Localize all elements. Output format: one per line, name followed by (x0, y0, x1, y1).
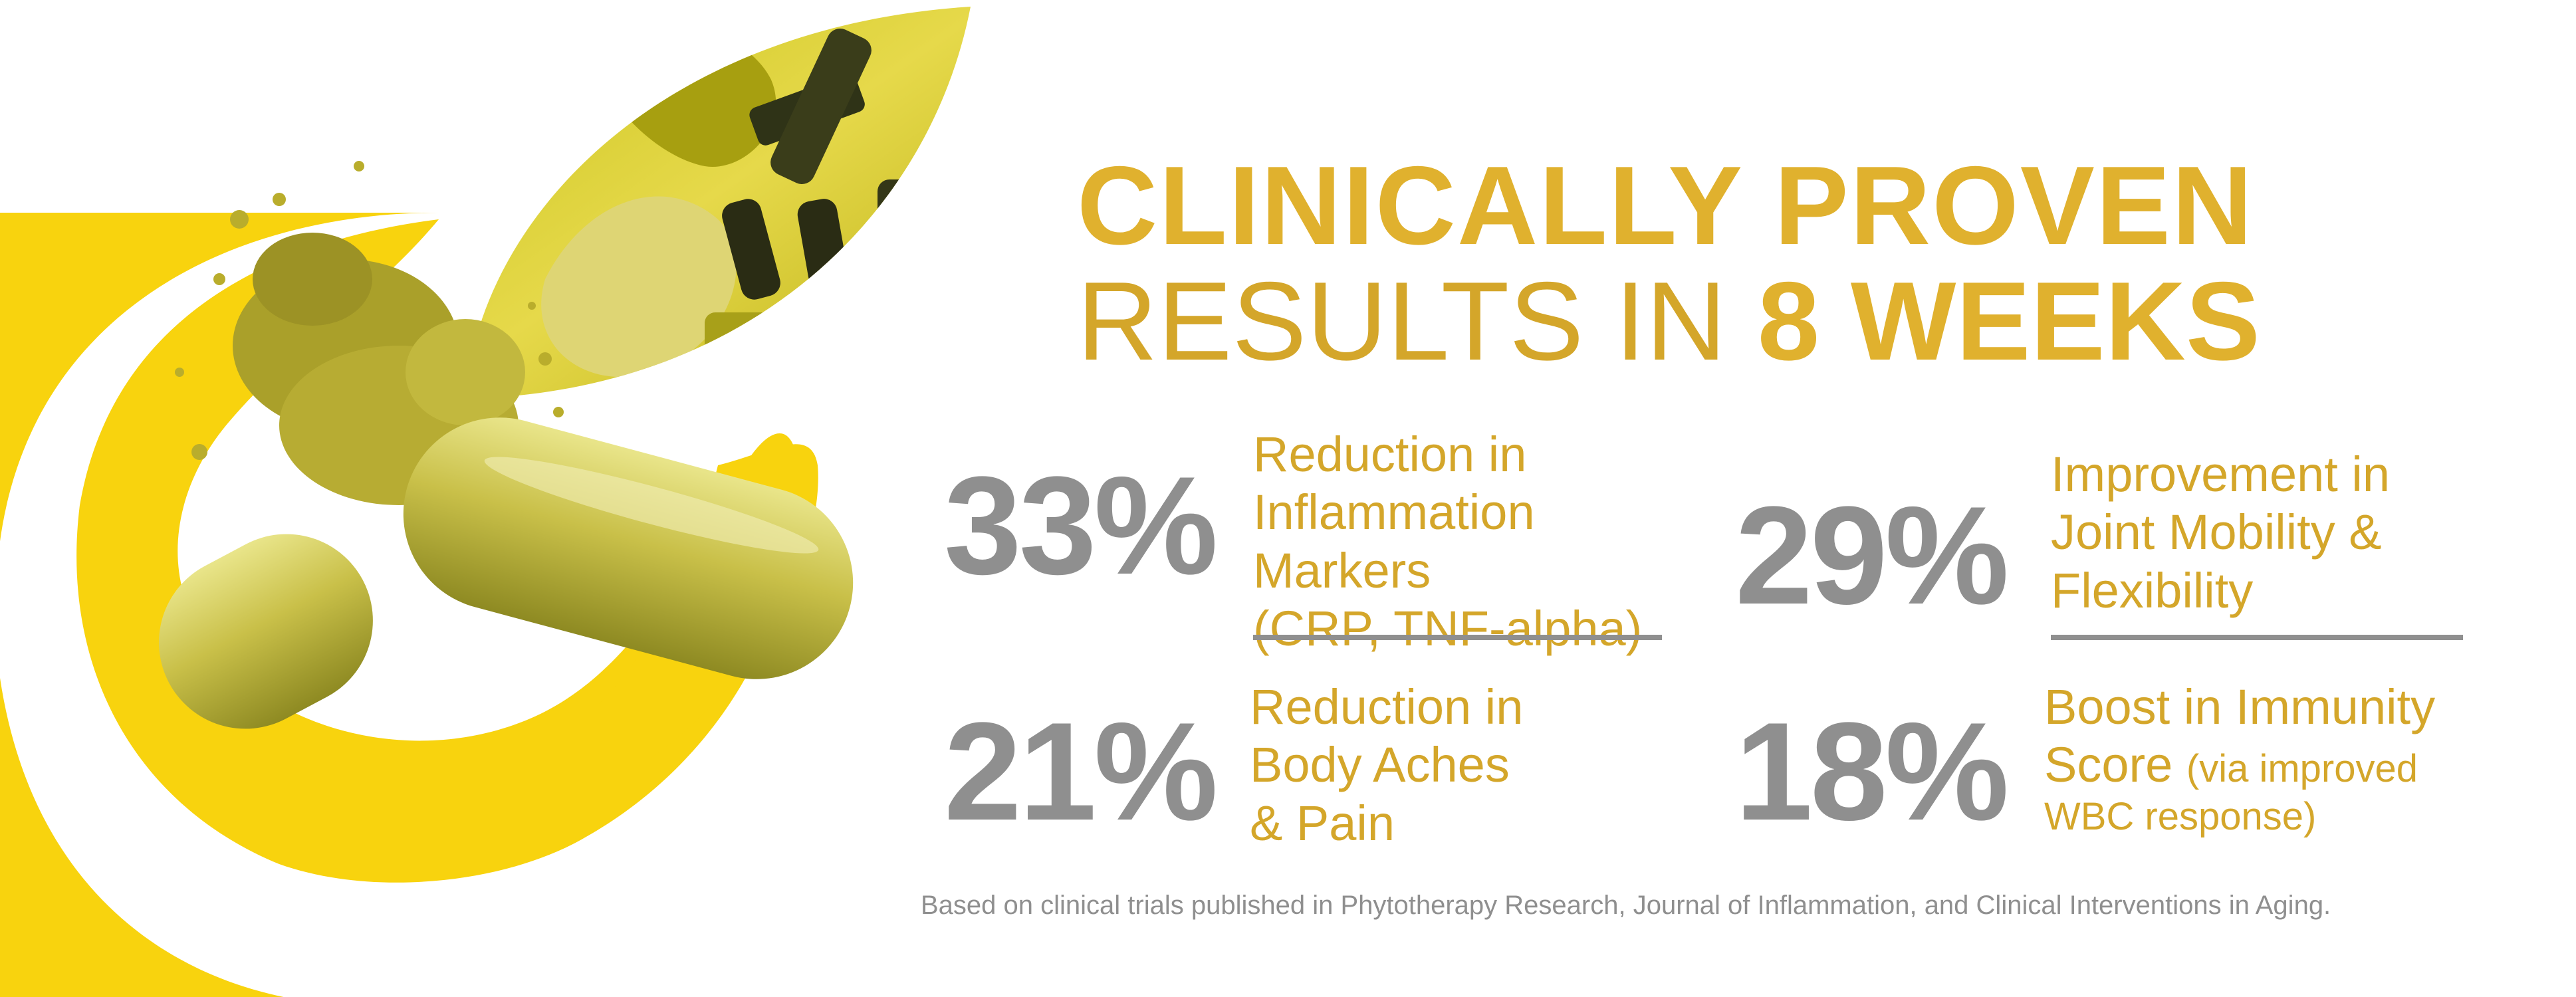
stat-desc-line: & Pain (1250, 795, 1395, 851)
stat-desc-line: Flexibility (2051, 562, 2254, 618)
stat-desc-line: (CRP, TNF-alpha) (1253, 600, 1643, 656)
stat-description: Improvement in Joint Mobility & Flexibil… (2051, 445, 2390, 619)
source-footnote: Based on clinical trials published in Ph… (921, 891, 2331, 920)
headline-line2-regular: RESULTS IN (1077, 259, 1758, 384)
stat-value: 18% (1735, 693, 2009, 849)
stat-desc-line: Body Aches (1250, 737, 1510, 793)
stat-value: 21% (944, 693, 1218, 849)
stat-desc-note: (via improved (2186, 747, 2418, 791)
stat-desc-line: Joint Mobility & (2051, 504, 2382, 560)
headline-line1: CLINICALLY PROVEN (1077, 143, 2254, 268)
stat-desc-line: Reduction in (1250, 679, 1524, 734)
stat-description: Reduction in Inflammation Markers (CRP, … (1253, 425, 1642, 657)
stat-description: Reduction in Body Aches & Pain (1250, 678, 1523, 852)
stat-desc-line: Score (via improved (2044, 736, 2435, 794)
stat-desc-line: Markers (1253, 542, 1431, 598)
stat-value: 29% (1735, 477, 2009, 633)
stat-desc-line: WBC response) (2044, 794, 2317, 838)
stat-value: 33% (944, 447, 1218, 604)
stat-description: Boost in Immunity Score (via improved WB… (2044, 678, 2435, 839)
hero-illustration (0, 7, 971, 997)
capsule-half-left (159, 534, 373, 729)
headline-line2-bold: 8 WEEKS (1757, 259, 2260, 384)
stat-desc-line: Inflammation (1253, 485, 1535, 540)
stat-desc-line: Reduction in (1253, 427, 1527, 482)
stat-desc-line: Boost in Immunity (2044, 679, 2436, 734)
divider-left (1253, 635, 1662, 640)
stat-desc-line: Improvement in (2051, 447, 2390, 502)
headline-line2: RESULTS IN 8 WEEKS (1077, 265, 2260, 377)
capsule (159, 417, 854, 729)
capsule-half-right (403, 417, 854, 679)
headline: CLINICALLY PROVEN RESULTS IN 8 WEEKS (1077, 150, 2260, 377)
stat-desc-word: Score (2044, 737, 2173, 793)
divider-right (2051, 635, 2463, 640)
